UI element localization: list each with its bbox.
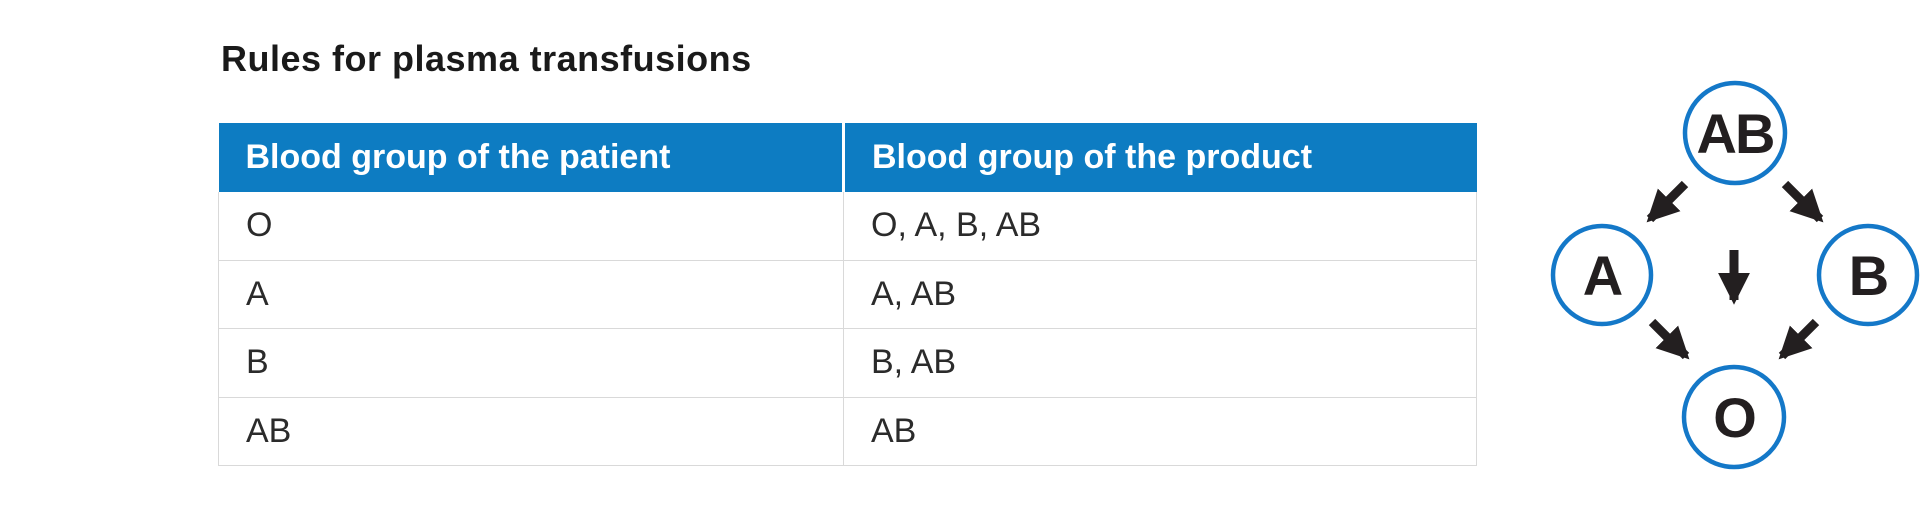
- patient-cell: A: [218, 259, 844, 329]
- node-label-a: A: [1583, 244, 1622, 307]
- product-cell: AB: [843, 396, 1477, 466]
- compatibility-diagram: AB A B O: [1550, 80, 1920, 470]
- header-patient: Blood group of the patient: [218, 123, 845, 192]
- table-header-row: Blood group of the patient Blood group o…: [218, 123, 1477, 192]
- arrow-a-to-o-icon: [1648, 318, 1690, 360]
- node-label-o: O: [1713, 386, 1755, 449]
- table-row: AB AB: [218, 396, 1477, 466]
- node-label-b: B: [1849, 244, 1887, 307]
- product-cell: A, AB: [843, 259, 1477, 329]
- patient-cell: O: [218, 192, 844, 261]
- header-product: Blood group of the product: [843, 123, 1477, 192]
- arrow-ab-to-b-icon: [1781, 180, 1824, 223]
- arrow-ab-to-a-icon: [1646, 180, 1689, 223]
- arrow-b-to-o-icon: [1778, 318, 1820, 360]
- patient-cell: B: [218, 328, 844, 398]
- transfusion-rules-table: Blood group of the patient Blood group o…: [218, 123, 1477, 466]
- table-row: A A, AB: [218, 259, 1477, 329]
- node-circle-a: [1550, 223, 1654, 327]
- patient-cell: AB: [218, 396, 844, 466]
- product-cell: O, A, B, AB: [843, 192, 1477, 261]
- node-circle-b: [1816, 223, 1920, 327]
- table-row: B B, AB: [218, 328, 1477, 398]
- table-row: O O, A, B, AB: [218, 192, 1477, 261]
- node-circle-o: [1681, 364, 1787, 470]
- node-label-ab: AB: [1697, 102, 1774, 165]
- page-title: Rules for plasma transfusions: [221, 38, 752, 79]
- node-circle-ab: [1682, 80, 1788, 186]
- product-cell: B, AB: [843, 328, 1477, 398]
